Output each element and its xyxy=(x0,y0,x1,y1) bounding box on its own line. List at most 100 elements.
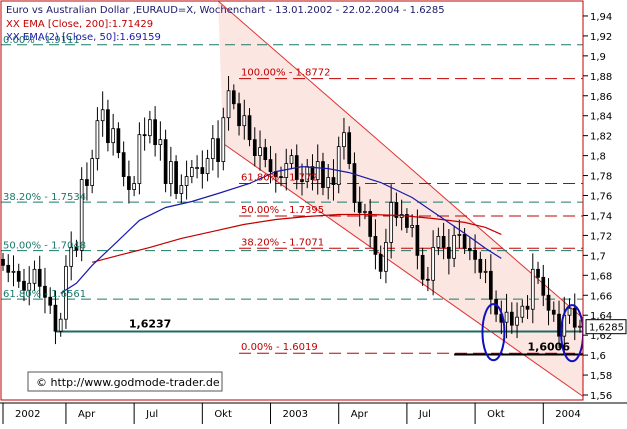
price-bar xyxy=(378,253,383,272)
price-bar xyxy=(237,103,241,127)
price-bar xyxy=(263,147,268,161)
price-bar xyxy=(37,268,42,287)
price-bar xyxy=(221,117,226,162)
fib-left-label: 61.80% - 1.6561 xyxy=(3,289,86,300)
price-bar xyxy=(195,167,199,169)
price-bar xyxy=(53,304,58,332)
price-bar xyxy=(473,249,477,260)
price-bar xyxy=(247,115,252,141)
time-axis: 2002 Apr Jul Okt 2003 Apr Jul Okt 2004 xyxy=(2,403,581,424)
price-bar xyxy=(389,202,394,243)
support-label: 1,6237 xyxy=(129,317,171,330)
price-bar xyxy=(210,138,215,160)
price-bar xyxy=(268,159,273,172)
price-bar xyxy=(48,296,53,306)
fib-left-label: 50.00% - 1.7048 xyxy=(3,241,86,252)
y-tick-label: 1,72 xyxy=(590,231,612,242)
price-bar xyxy=(90,158,95,186)
x-tick-label: 2004 xyxy=(555,409,580,420)
price-bar xyxy=(310,166,315,180)
legend-ema50: XX EMA(2) [Close, 50]:1.69159 xyxy=(6,32,161,43)
legend-ema200: XX EMA [Close, 200]:1.71429 xyxy=(6,19,153,30)
price-bar xyxy=(410,225,414,228)
price-bar xyxy=(153,119,157,146)
price-bar xyxy=(284,163,289,178)
price-bar xyxy=(394,202,399,218)
price-bar xyxy=(79,179,84,251)
price-bar xyxy=(231,90,236,105)
price-bar xyxy=(315,161,320,180)
price-bar xyxy=(58,318,63,332)
source-box xyxy=(27,371,223,392)
price-bar xyxy=(258,147,262,157)
price-bar xyxy=(64,265,68,320)
x-tick-label: 2003 xyxy=(283,409,308,420)
price-bar xyxy=(462,234,467,249)
price-bar xyxy=(347,132,352,164)
price-bar xyxy=(169,161,173,184)
price-bar xyxy=(541,276,546,296)
price-bar xyxy=(11,270,16,273)
price-bar xyxy=(127,176,131,190)
y-tick-label: 1,56 xyxy=(590,391,612,402)
x-tick-label: Okt xyxy=(487,409,505,420)
y-tick-label: 1,82 xyxy=(590,132,612,143)
price-bar xyxy=(137,134,142,184)
price-bar xyxy=(572,307,577,328)
y-tick-label: 1,58 xyxy=(590,371,612,382)
y-tick-label: 1,7 xyxy=(590,251,606,262)
last-price-label: 1,6285 xyxy=(589,323,624,334)
y-tick-label: 1,94 xyxy=(590,12,612,23)
price-bar xyxy=(132,183,136,190)
price-bar xyxy=(509,311,514,326)
y-tick-label: 1,84 xyxy=(590,112,612,123)
support-label: 1,6006 xyxy=(528,341,571,354)
price-bar xyxy=(352,163,357,203)
price-bar xyxy=(226,90,231,119)
price-bar xyxy=(436,236,441,248)
price-bar xyxy=(158,139,163,146)
price-bar xyxy=(1,258,5,266)
price-bar xyxy=(478,258,483,273)
y-tick-label: 1,6 xyxy=(590,351,606,362)
price-bar xyxy=(452,235,456,259)
chart-title: Euro vs Australian Dollar ,EURAUD=X, Woc… xyxy=(6,5,445,16)
price-bar xyxy=(205,158,210,174)
x-tick-label: Jul xyxy=(418,409,431,420)
fib-right-label: 38.20% - 1.7071 xyxy=(241,237,324,248)
y-tick-label: 1,66 xyxy=(590,291,612,302)
price-bar xyxy=(148,119,152,137)
y-tick-label: 1,74 xyxy=(590,211,612,222)
price-bar xyxy=(95,120,100,160)
price-bar xyxy=(69,246,74,267)
bottom-highlight-ellipse xyxy=(560,304,583,363)
price-bar xyxy=(530,268,535,310)
plot-frame xyxy=(0,0,627,404)
price-bar xyxy=(426,278,430,281)
price-bar xyxy=(447,246,451,259)
price-bar xyxy=(74,246,79,251)
fib-left-label: 0.00% - 1.9111 xyxy=(3,35,80,46)
x-tick-label: Apr xyxy=(78,409,96,420)
price-bar xyxy=(415,225,420,256)
price-bar xyxy=(551,309,556,315)
y-tick-label: 1,8 xyxy=(590,152,606,163)
price-bar xyxy=(200,167,205,174)
last-price-box xyxy=(585,319,627,335)
price-bar xyxy=(567,307,572,316)
fib-right-label: 100.00% - 1.8772 xyxy=(241,68,330,79)
channel-upper-line xyxy=(217,1,583,319)
x-tick-label: Jul xyxy=(145,409,158,420)
source-link[interactable]: © http://www.godmode-trader.de xyxy=(36,376,220,389)
price-bar xyxy=(163,139,168,184)
price-bar xyxy=(43,285,47,298)
channel-lower-line xyxy=(223,143,583,398)
price-bar xyxy=(6,264,11,273)
price-bar xyxy=(384,241,388,272)
level-labels: 0.00% - 1.9111 38.20% - 1.7534 50.00% - 1.… xyxy=(3,35,570,354)
price-bar xyxy=(106,109,110,144)
price-bar xyxy=(536,268,540,278)
price-bar xyxy=(22,280,26,291)
